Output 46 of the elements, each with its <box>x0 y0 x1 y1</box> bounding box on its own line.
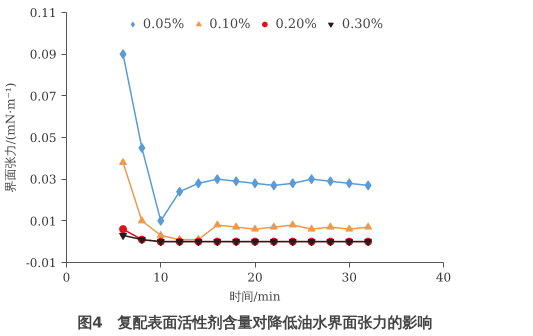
y-tick-label: 0.09 <box>30 48 56 62</box>
point <box>251 224 259 232</box>
point <box>270 180 278 190</box>
point <box>326 176 334 186</box>
point <box>157 216 164 226</box>
point <box>119 232 128 240</box>
point <box>119 158 128 166</box>
point <box>308 174 316 184</box>
point <box>270 222 278 230</box>
legend-label: 0.10% <box>209 16 250 32</box>
point <box>138 216 146 224</box>
x-tick-label: 20 <box>247 270 263 284</box>
point <box>194 178 202 188</box>
point <box>346 178 353 188</box>
y-tick-label: 0.01 <box>30 214 56 228</box>
text: 图4 复配表面活性剂含量对降低油水界面张力的影响 <box>77 314 433 332</box>
legend-label: 0.30% <box>342 16 384 32</box>
y-tick-label: 0.07 <box>30 89 56 104</box>
point <box>213 220 222 228</box>
point <box>345 224 354 232</box>
x-tick-label: 30 <box>342 270 357 284</box>
legend-label: 0.05% <box>142 16 184 32</box>
point <box>308 224 316 232</box>
point <box>120 49 127 60</box>
point <box>364 222 372 230</box>
point <box>156 230 165 238</box>
point <box>288 220 297 228</box>
x-tick-label: 40 <box>436 270 452 284</box>
point <box>232 176 240 186</box>
x-axis-title: 时间/min <box>230 290 281 304</box>
x-tick-label: 10 <box>153 270 168 284</box>
legend-label: 0.20% <box>276 16 317 32</box>
point <box>289 178 296 188</box>
y-tick-label: 0.11 <box>30 6 56 20</box>
point <box>214 174 221 184</box>
x-tick-label: 0 <box>62 270 70 284</box>
point <box>138 142 146 153</box>
y-tick-label: -0.01 <box>26 256 57 270</box>
y-tick-label: 0.05 <box>30 131 56 145</box>
point <box>176 186 184 197</box>
point <box>119 225 128 234</box>
point <box>326 222 334 230</box>
y-axis-title: 界面张力/(mN·m⁻¹) <box>4 82 18 192</box>
y-tick-label: 0.03 <box>30 172 56 187</box>
point <box>232 222 240 230</box>
point <box>364 180 372 190</box>
